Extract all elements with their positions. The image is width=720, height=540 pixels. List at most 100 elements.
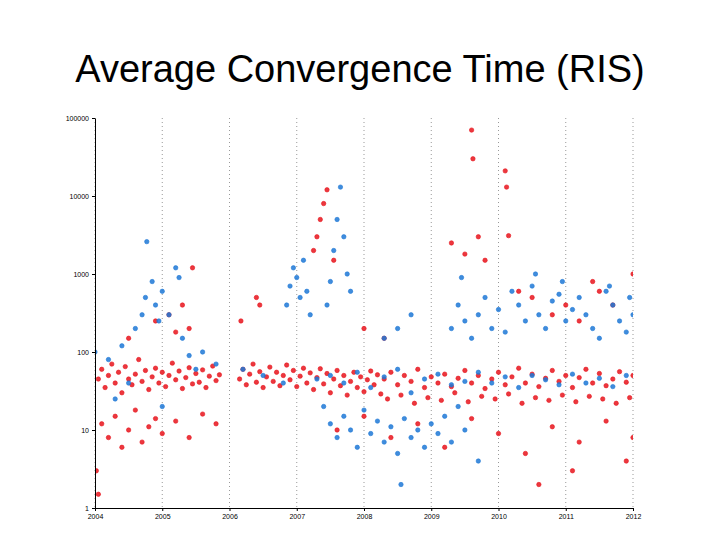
tick-label: 100 [77,349,89,356]
point [315,235,319,239]
point [577,375,581,379]
point [239,319,243,323]
point [590,326,594,330]
point [241,367,245,371]
point [611,384,615,388]
point [177,369,181,373]
tick-mark [633,508,634,511]
point [601,397,605,401]
tick-label: 100000 [66,115,89,122]
tick: 1000 [73,271,95,278]
point [557,383,561,387]
point [332,248,336,252]
point [157,319,161,323]
point [471,157,475,161]
point [143,295,147,299]
point [395,367,399,371]
grid-line [162,118,163,508]
point [291,266,295,270]
point [550,368,554,372]
point [170,361,174,365]
tick: 2006 [222,508,238,520]
point [140,313,144,317]
point [180,386,184,390]
point [463,252,467,256]
point [345,272,349,276]
point [395,383,399,387]
point [479,394,483,398]
point [550,313,554,317]
tick-mark [431,508,432,511]
point [523,381,527,385]
point [577,319,581,323]
point [311,248,315,252]
point [483,386,487,390]
point [160,289,164,293]
point [187,365,191,369]
point [338,185,342,189]
point [543,378,547,382]
point [126,428,130,432]
tick-label: 2005 [155,513,171,520]
point [103,385,107,389]
point [375,373,379,377]
point [157,381,161,385]
point [207,374,211,378]
point [147,425,151,429]
point [504,185,508,189]
point [564,373,568,377]
point [611,377,615,381]
point [597,376,601,380]
point [597,371,601,375]
point [439,398,443,402]
tick: 2010 [491,508,507,520]
point [194,371,198,375]
tick-mark [499,508,500,511]
point [382,336,386,340]
point [358,375,362,379]
tick-mark [92,430,95,431]
point [402,416,406,420]
point [247,372,251,376]
point [631,313,633,317]
y-axis-line [95,119,96,509]
tick-label: 1000 [73,271,89,278]
tick-mark [162,508,163,511]
point [133,408,137,412]
tick-mark [566,508,567,511]
point [395,451,399,455]
grid-line [95,118,96,508]
point [321,201,325,205]
point [187,326,191,330]
tick: 10 [81,427,95,434]
point [560,279,564,283]
point [409,379,413,383]
point [335,217,339,221]
point [476,459,480,463]
point [570,372,574,376]
point [145,239,149,243]
point [308,313,312,317]
point [140,440,144,444]
point [301,258,305,262]
point [422,377,426,381]
point [516,385,520,389]
point [449,241,453,245]
point [607,284,611,288]
tick-label: 10000 [70,193,90,200]
point [362,326,366,330]
grid [95,118,633,508]
point [463,319,467,323]
point [348,289,352,293]
point [126,336,130,340]
point [160,404,164,408]
point [335,368,339,372]
point [604,419,608,423]
point [369,369,373,373]
point [416,428,420,432]
point [456,376,460,380]
point [476,370,480,374]
point [335,428,339,432]
point [190,266,194,270]
point [611,303,615,307]
